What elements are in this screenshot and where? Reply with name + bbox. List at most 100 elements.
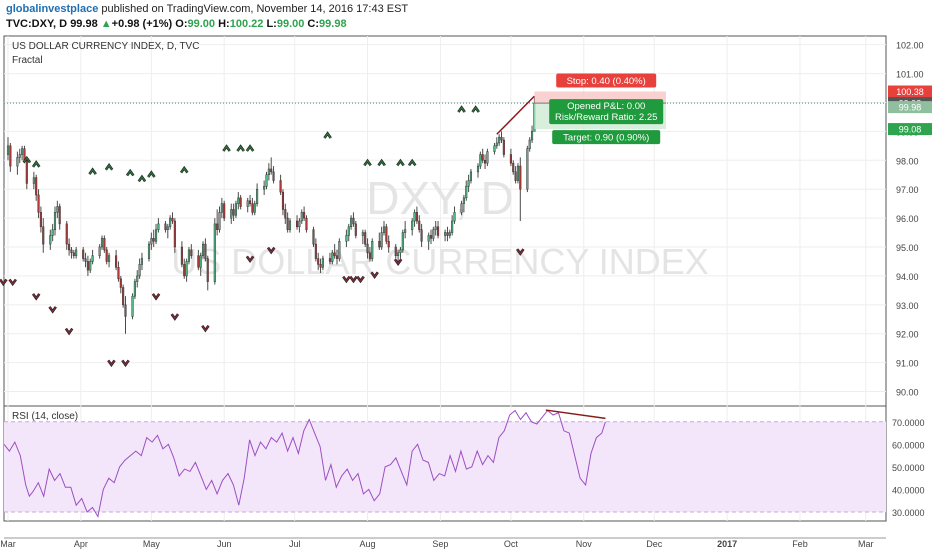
candle-body: [512, 162, 515, 173]
change-up-icon: ▲: [100, 18, 112, 30]
fractal-down-icon: [267, 247, 275, 254]
candle-body: [432, 229, 435, 239]
candle-body: [382, 226, 386, 233]
candle-body: [526, 148, 529, 190]
candle-body: [68, 243, 71, 251]
last-price: 99.98: [70, 18, 98, 30]
candle-body: [397, 252, 400, 256]
candle-body: [133, 281, 136, 297]
fractal-up-icon: [236, 145, 245, 152]
candle-body: [98, 246, 101, 256]
candle-body: [531, 131, 534, 141]
candle-body: [312, 229, 315, 245]
watermark-name: US DOLLAR CURRENCY INDEX: [171, 241, 708, 282]
candle-body: [519, 165, 522, 190]
candle-body: [32, 177, 35, 184]
candle-body: [204, 243, 207, 259]
candle-body: [218, 212, 221, 230]
candle-body: [352, 217, 355, 225]
author-link[interactable]: globalinvestplace: [6, 3, 99, 15]
candle-body: [481, 154, 484, 161]
x-tick-label: Jun: [217, 539, 232, 549]
rsi-tick-label: 60.0000: [892, 440, 925, 450]
fractal-down-icon: [32, 293, 40, 300]
candle-body: [75, 249, 78, 256]
fractal-down-icon: [356, 276, 365, 283]
price-tag: 99.08: [899, 125, 922, 135]
y-tick-label: 91.00: [896, 359, 919, 369]
candle-body: [246, 200, 249, 207]
y-tick-label: 96.00: [896, 214, 919, 224]
candle-body: [124, 304, 127, 317]
fractal-up-icon: [408, 159, 416, 166]
price-tag-bg: [888, 85, 932, 98]
fractal-up-icon: [180, 167, 188, 174]
candle-body: [279, 180, 282, 193]
y-tick-label: 98.00: [896, 156, 919, 166]
candle-body: [190, 249, 193, 256]
candle-body: [157, 223, 160, 230]
candle-body: [462, 197, 465, 204]
candle-body: [53, 212, 57, 230]
candle-body: [453, 212, 456, 222]
candle-body: [249, 200, 252, 204]
candle-body: [180, 246, 183, 265]
x-tick-label: Apr: [74, 539, 88, 549]
candle-body: [237, 197, 240, 204]
candle-body: [321, 258, 324, 268]
candle-body: [284, 209, 287, 219]
fractal-down-icon: [342, 276, 351, 283]
fractal-down-icon: [9, 279, 17, 285]
fractal-down-icon: [349, 276, 358, 283]
high-value: 100.22: [229, 18, 264, 30]
candle-body: [437, 226, 440, 236]
risk-reward-text: Risk/Reward Ratio: 2.25: [555, 112, 657, 123]
candle-body: [103, 238, 106, 251]
candle-body: [122, 287, 125, 306]
candle-body: [427, 235, 430, 242]
candle-body: [444, 232, 447, 236]
candle-body: [37, 194, 40, 213]
fractal-up-icon: [32, 161, 40, 168]
fractal-down-icon: [65, 328, 73, 335]
candle-body: [368, 252, 371, 259]
candle-body: [460, 203, 463, 213]
low-label: L:: [266, 18, 277, 30]
candle-body: [516, 165, 520, 181]
candle-body: [187, 249, 190, 262]
fractal-down-icon: [246, 255, 254, 262]
candle-body: [314, 243, 317, 259]
candle-body: [51, 229, 54, 236]
candle-body: [486, 151, 489, 164]
candle-body: [65, 223, 68, 245]
low-value: 99.00: [276, 18, 305, 30]
high-label: H:: [218, 18, 230, 30]
candle-body: [364, 232, 367, 245]
fractal-up-icon: [457, 106, 466, 113]
x-tick-label: Sep: [432, 539, 448, 549]
candle-body: [288, 220, 292, 230]
candle-body: [361, 232, 364, 236]
candle-body: [350, 217, 353, 228]
x-tick-label: May: [143, 539, 161, 549]
candle-body: [234, 203, 237, 216]
candle-body: [25, 160, 28, 184]
candle-body: [265, 174, 268, 187]
x-tick-label: 2017: [717, 539, 737, 549]
candle-body: [528, 139, 531, 149]
fractal-up-icon: [23, 157, 31, 163]
x-tick-label: Jul: [289, 539, 301, 549]
candle-body: [434, 226, 437, 230]
candle-body: [171, 217, 174, 222]
candle-body: [509, 154, 512, 164]
price-tag: 99.98: [899, 103, 922, 113]
candle-body: [411, 220, 414, 230]
fractal-down-icon: [201, 325, 210, 332]
candle-body: [498, 136, 501, 144]
fractal-up-icon: [471, 106, 480, 113]
candle-body: [138, 264, 141, 277]
candle-body: [380, 232, 383, 248]
fractal-up-icon: [246, 145, 254, 152]
candle-body: [150, 238, 153, 245]
